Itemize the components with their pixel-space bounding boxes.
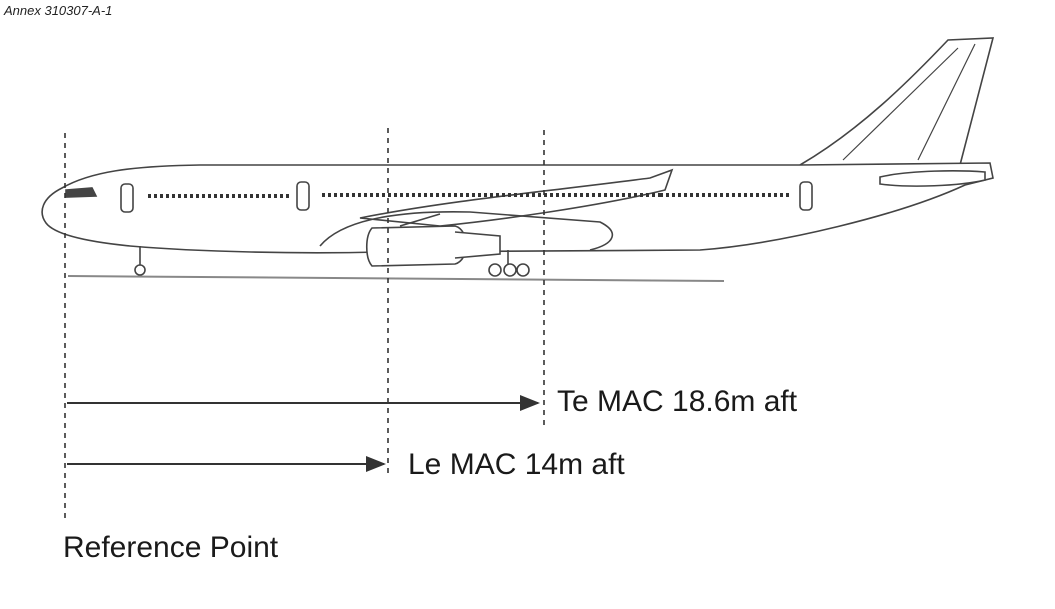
- horizontal-stabilizer: [879, 170, 986, 187]
- annex-label: Annex 310307-A-1: [4, 3, 113, 18]
- main-gear: [488, 250, 530, 277]
- door-2: [296, 181, 310, 211]
- wing-root: [319, 210, 614, 251]
- nose-gear: [134, 246, 146, 276]
- tail-fin: [799, 37, 995, 166]
- le-mac-label: Le MAC 14m aft: [408, 448, 625, 481]
- door-3: [799, 181, 813, 211]
- engine-exhaust: [454, 231, 501, 259]
- tail-fin-inner: [842, 43, 976, 161]
- aircraft-side-view: [41, 37, 995, 277]
- engine-pylon: [399, 213, 441, 227]
- reference-point-label: Reference Point: [63, 531, 279, 564]
- door-1: [120, 183, 134, 213]
- te-mac-label: Te MAC 18.6m aft: [557, 385, 798, 418]
- ground-line: [67, 275, 725, 282]
- engine: [365, 225, 468, 267]
- cockpit-windows: [65, 187, 98, 198]
